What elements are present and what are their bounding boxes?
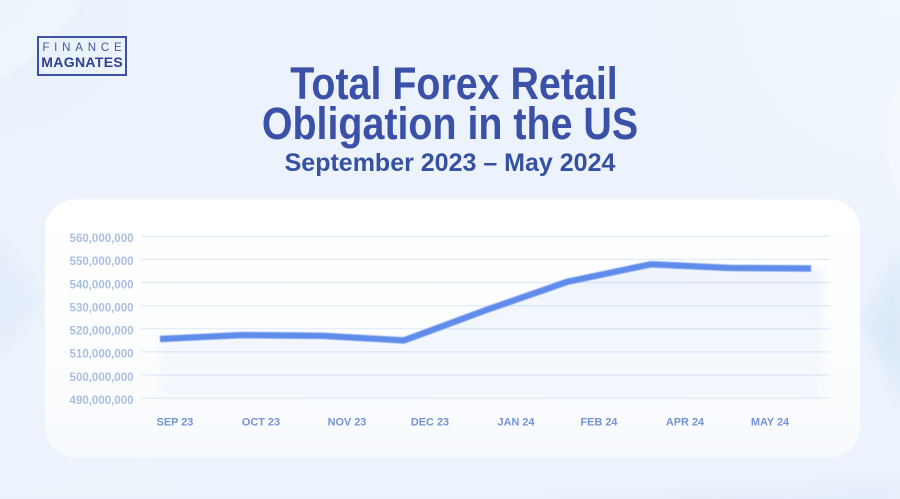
svg-text:NOV 23: NOV 23 (328, 417, 367, 429)
svg-text:500,000,000: 500,000,000 (70, 372, 134, 384)
svg-text:SEP 23: SEP 23 (157, 417, 194, 429)
svg-text:550,000,000: 550,000,000 (70, 256, 134, 268)
svg-text:520,000,000: 520,000,000 (70, 326, 134, 338)
svg-text:JAN 24: JAN 24 (498, 417, 535, 429)
svg-text:530,000,000: 530,000,000 (70, 302, 134, 314)
svg-text:APR 24: APR 24 (666, 417, 704, 429)
svg-text:FEB 24: FEB 24 (581, 417, 618, 429)
svg-text:490,000,000: 490,000,000 (70, 395, 134, 407)
svg-text:510,000,000: 510,000,000 (70, 349, 134, 361)
svg-text:560,000,000: 560,000,000 (70, 233, 134, 245)
svg-text:DEC 23: DEC 23 (411, 417, 449, 429)
svg-text:MAY 24: MAY 24 (751, 417, 789, 429)
svg-text:OCT 23: OCT 23 (242, 417, 280, 429)
svg-text:540,000,000: 540,000,000 (70, 279, 134, 291)
